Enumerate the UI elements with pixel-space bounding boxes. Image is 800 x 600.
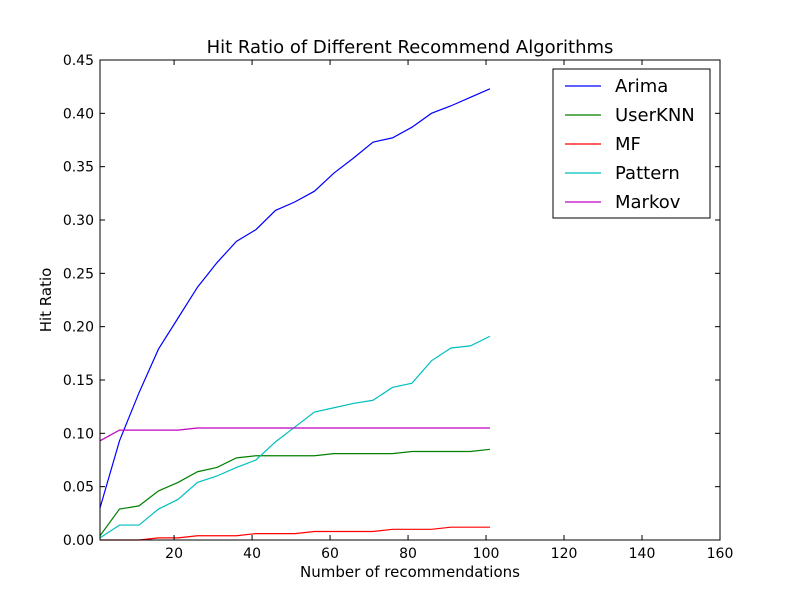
series-line-arima <box>99 88 491 509</box>
legend-label-pattern: Pattern <box>615 163 680 184</box>
x-tick-label: 160 <box>707 546 734 562</box>
series-line-mf <box>100 526 490 541</box>
legend-label-markov: Markov <box>615 192 681 213</box>
x-tick-label: 140 <box>629 546 656 562</box>
y-tick-label: 0.05 <box>63 480 94 496</box>
chart-title: Hit Ratio of Different Recommend Algorit… <box>207 37 614 58</box>
x-tick-label: 40 <box>243 546 261 562</box>
legend-label-arima: Arima <box>615 76 668 97</box>
x-tick-label: 80 <box>399 546 417 562</box>
legend-label-mf: MF <box>615 134 641 155</box>
legend-label-userknn: UserKNN <box>615 105 695 126</box>
y-tick-label: 0.35 <box>63 160 94 176</box>
y-tick-label: 0.20 <box>63 320 94 336</box>
series-line-pattern <box>99 335 491 539</box>
x-tick-label: 20 <box>165 546 183 562</box>
plot-frame <box>99 59 721 541</box>
legend: Arima UserKNN MF Pattern Markov <box>552 68 711 219</box>
y-tick-label: 0.25 <box>63 266 94 282</box>
x-tick-label: 60 <box>321 546 339 562</box>
x-tick-label: 100 <box>473 546 500 562</box>
y-tick-label: 0.10 <box>63 426 94 442</box>
series-line-markov <box>99 427 490 442</box>
x-axis-ticks: 20 40 60 80 100 120 140 160 <box>165 60 733 562</box>
y-tick-label: 0.45 <box>63 53 94 69</box>
x-axis-label: Number of recommendations <box>300 563 520 581</box>
y-axis-label: Hit Ratio <box>37 268 55 333</box>
y-tick-label: 0.00 <box>63 533 94 549</box>
y-tick-label: 0.40 <box>63 106 94 122</box>
y-tick-label: 0.30 <box>63 213 94 229</box>
y-axis-ticks: 0.00 0.05 0.10 0.15 0.20 0.25 0.30 0.35 0.40 0.45 <box>63 53 720 549</box>
series-line-userknn <box>99 448 491 537</box>
x-tick-label: 120 <box>551 546 578 562</box>
series-lines <box>99 88 491 541</box>
y-tick-label: 0.15 <box>63 373 94 389</box>
